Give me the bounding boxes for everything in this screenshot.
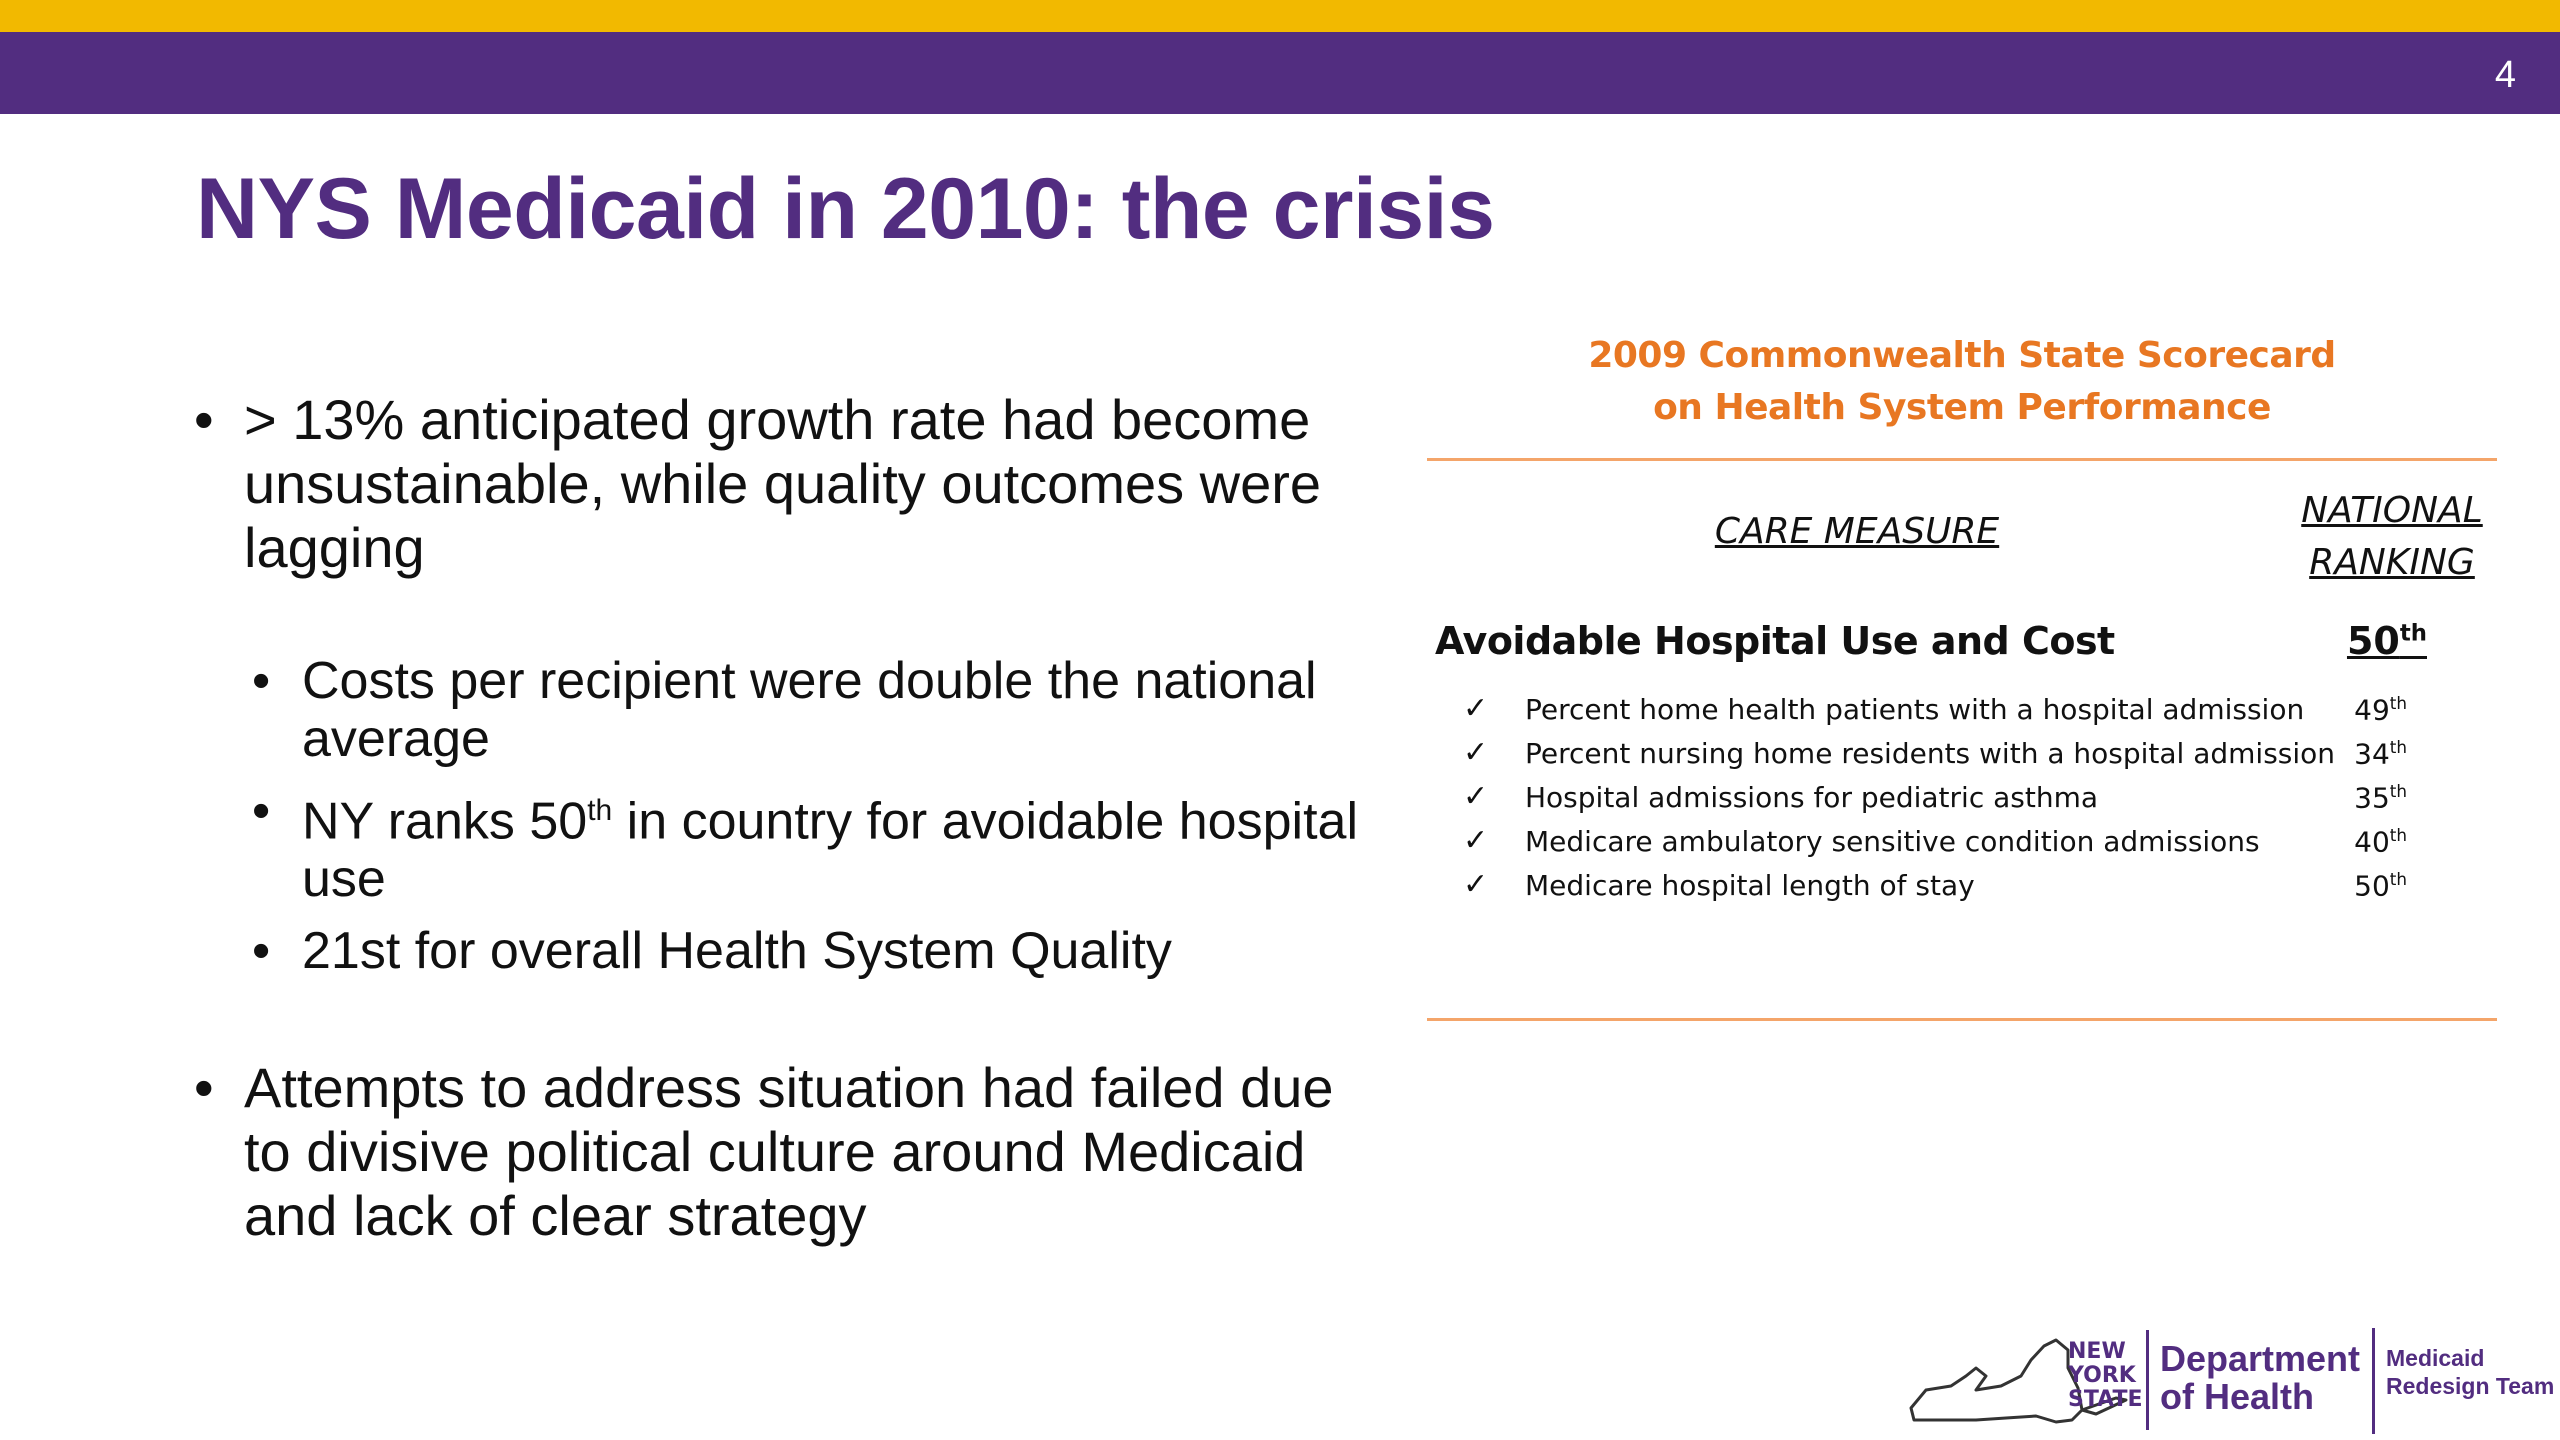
measure-rank: 40th [2354, 825, 2407, 858]
ranking-text-pre: NY ranks 50 [302, 792, 588, 851]
scorecard-top-rule [1427, 458, 2497, 461]
sub-bullet-ranking: NY ranks 50th in country for avoidable h… [190, 782, 1370, 908]
measure-label: Hospital admissions for pediatric asthma [1525, 781, 2099, 814]
scorecard-title-line2: on Health System Performance [1653, 387, 2271, 428]
logo-state-york: YORK [2067, 1363, 2137, 1388]
logo-medicaid-redesign-team: Medicaid Redesign Team [2386, 1344, 2554, 1400]
checkmark-icon: ✓ [1463, 735, 1489, 770]
column-header-national-ranking: NATIONAL RANKING [2287, 485, 2497, 589]
scorecard-title: 2009 Commonwealth State Scorecard on Hea… [1427, 330, 2497, 434]
measure-rank: 50th [2354, 869, 2407, 902]
table-row: ✓ Medicare hospital length of stay 50th [1427, 863, 2497, 907]
checkmark-icon: ✓ [1463, 691, 1489, 726]
category-row: Avoidable Hospital Use and Cost 50th [1427, 611, 2497, 673]
category-rank-sup: th [2399, 620, 2427, 647]
measure-rank-sup: th [2389, 737, 2407, 757]
scorecard-table: 2009 Commonwealth State Scorecard on Hea… [1427, 330, 2497, 907]
logo-state-state: STATE [2068, 1387, 2143, 1412]
measure-label: Percent home health patients with a hosp… [1525, 693, 2305, 726]
bullet-list: > 13% anticipated growth rate had become… [190, 388, 1370, 1248]
sub-bullet-list: Costs per recipient were double the nati… [190, 652, 1370, 980]
measure-rank-value: 50 [2354, 869, 2390, 903]
sub-bullet-costs: Costs per recipient were double the nati… [190, 652, 1370, 768]
measure-rank-value: 35 [2354, 781, 2390, 815]
logo-mrt-line1: Medicaid [2386, 1345, 2485, 1371]
page-number: 4 [2494, 54, 2516, 96]
header-gold-bar [0, 0, 2560, 32]
checkmark-icon: ✓ [1463, 823, 1489, 858]
measure-rank: 35th [2354, 781, 2407, 814]
sub-bullet-quality: 21st for overall Health System Quality [190, 922, 1370, 980]
logo-state-new: NEW [2068, 1339, 2126, 1364]
measure-rank: 49th [2354, 693, 2407, 726]
measure-label: Percent nursing home residents with a ho… [1525, 737, 2336, 770]
logo-dept-line1: Department [2160, 1338, 2361, 1379]
header-purple-bar [0, 32, 2560, 114]
ranking-text-post: in country for avoidable hospital use [302, 792, 1358, 909]
measure-rank-sup: th [2389, 693, 2407, 713]
category-name: Avoidable Hospital Use and Cost [1435, 619, 2115, 663]
measure-label: Medicare ambulatory sensitive condition … [1525, 825, 2260, 858]
measure-rank-value: 40 [2354, 825, 2390, 859]
logo-divider [2146, 1330, 2149, 1430]
measure-label: Medicare hospital length of stay [1525, 869, 1975, 902]
checkmark-icon: ✓ [1463, 779, 1489, 814]
measure-rank: 34th [2354, 737, 2407, 770]
slide-title: NYS Medicaid in 2010: the crisis [196, 161, 1495, 257]
measure-rank-sup: th [2389, 825, 2407, 845]
category-rank: 50th [2347, 619, 2427, 663]
national-ranking-line2: RANKING [2309, 542, 2475, 583]
column-header-care-measure: CARE MEASURE [1714, 511, 2000, 552]
measure-rank-sup: th [2389, 781, 2407, 801]
bullet-attempts-failed: Attempts to address situation had failed… [190, 1056, 1370, 1248]
bullet-growth-rate: > 13% anticipated growth rate had become… [190, 388, 1370, 580]
scorecard-bottom-rule [1427, 1018, 2497, 1021]
national-ranking-line1: NATIONAL [2301, 490, 2483, 531]
table-row: ✓ Hospital admissions for pediatric asth… [1427, 775, 2497, 819]
table-row: ✓ Percent nursing home residents with a … [1427, 731, 2497, 775]
measure-rank-sup: th [2389, 869, 2407, 889]
nys-doh-logo: NEW YORK STATE Department of Health Medi… [1896, 1320, 2556, 1438]
logo-mrt-line2: Redesign Team [2386, 1373, 2555, 1399]
measure-rank-value: 34 [2354, 737, 2390, 771]
logo-dept-line2: of Health [2160, 1376, 2315, 1417]
measure-rank-value: 49 [2354, 693, 2390, 727]
table-row: ✓ Medicare ambulatory sensitive conditio… [1427, 819, 2497, 863]
checkmark-icon: ✓ [1463, 867, 1489, 902]
scorecard-headers: CARE MEASURE NATIONAL RANKING [1427, 461, 2497, 611]
logo-divider [2372, 1328, 2375, 1434]
scorecard-title-line1: 2009 Commonwealth State Scorecard [1588, 335, 2336, 376]
category-rank-value: 50 [2346, 619, 2400, 663]
table-row: ✓ Percent home health patients with a ho… [1427, 687, 2497, 731]
logo-department: Department of Health [2160, 1340, 2360, 1416]
new-york-state-map-icon: NEW YORK STATE [1909, 1338, 2143, 1424]
ranking-superscript: th [587, 794, 613, 827]
